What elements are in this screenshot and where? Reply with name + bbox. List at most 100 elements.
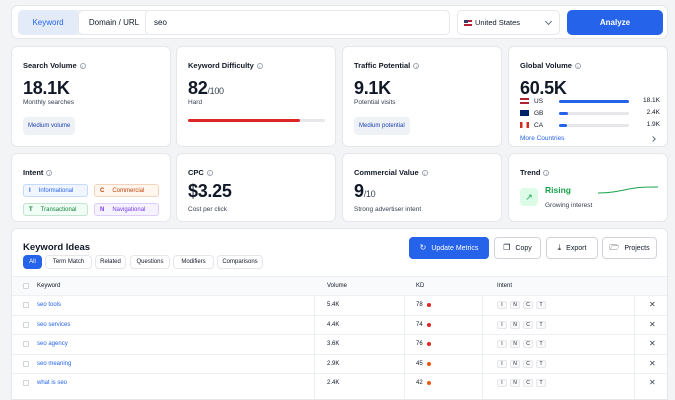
tab-comparisons[interactable]: Comparisons: [217, 255, 263, 269]
info-icon[interactable]: i: [46, 169, 53, 176]
row-checkbox[interactable]: [23, 321, 29, 328]
keyword-link[interactable]: seo agency: [37, 341, 68, 347]
country-row-ca: CA 1.9K: [520, 120, 660, 130]
volume-cell: 5.4K: [327, 302, 340, 308]
tab-questions[interactable]: Questions: [130, 255, 170, 269]
info-icon[interactable]: i: [574, 62, 581, 69]
update-metrics-button[interactable]: ↻ Update Metrics: [409, 237, 489, 259]
info-icon[interactable]: i: [543, 169, 550, 176]
keyword-link[interactable]: seo meaning: [37, 360, 72, 367]
column-kd[interactable]: KD: [416, 283, 425, 289]
kd-status-dot: [426, 381, 431, 385]
select-all-checkbox[interactable]: [23, 283, 29, 289]
cpc-card: CPC i $3.25 Cost per click: [176, 153, 336, 222]
more-countries-link[interactable]: More Countries: [520, 135, 565, 142]
traffic-potential-value: 9.1K: [354, 78, 391, 98]
info-icon[interactable]: i: [413, 62, 420, 69]
copy-button[interactable]: ❐ Copy: [494, 237, 541, 259]
info-icon[interactable]: i: [256, 62, 263, 69]
intent-chip-transactional: T Transactional: [23, 203, 88, 216]
keyword-link[interactable]: seo tools: [37, 302, 62, 308]
cpc-caption: Cost per click: [188, 206, 228, 213]
remove-row-icon[interactable]: ✕: [649, 319, 656, 329]
trend-caption: Growing interest: [545, 202, 593, 209]
info-icon[interactable]: i: [79, 62, 86, 69]
tab-keyword[interactable]: Keyword: [18, 10, 78, 35]
trend-card: Trend i ↗ Rising Growing interest: [508, 153, 668, 222]
column-keyword[interactable]: Keyword: [37, 283, 61, 289]
us-flag-icon: [520, 98, 529, 104]
chevron-down-icon: [544, 17, 553, 26]
keyword-link[interactable]: seo services: [37, 321, 71, 328]
info-icon[interactable]: i: [421, 169, 428, 176]
volume-cell: 4.4K: [327, 321, 340, 328]
column-intent[interactable]: Intent: [497, 283, 513, 289]
kd-status-dot: [426, 303, 431, 307]
intent-chip-navigational: N Navigational: [94, 203, 159, 216]
tab-term-match[interactable]: Term Match: [45, 255, 92, 269]
row-checkbox[interactable]: [23, 302, 29, 308]
card-title: Traffic Potential i: [354, 61, 420, 70]
chevron-right-icon[interactable]: [650, 136, 656, 142]
row-checkbox[interactable]: [23, 341, 29, 347]
search-volume-card: Search Volume i 18.1K Monthly searches Me…: [11, 46, 171, 147]
keyword-difficulty-card: Keyword Difficulty i 82/100 Hard: [176, 46, 336, 147]
volume-badge: Medium volume: [23, 117, 76, 135]
search-volume-value: 18.1K: [23, 78, 70, 98]
export-button[interactable]: ⤓ Export: [546, 237, 598, 259]
cpc-value: $3.25: [188, 181, 232, 201]
mode-toggle: Keyword Domain / URL: [18, 10, 150, 35]
keyword-search-input[interactable]: seo: [145, 10, 450, 35]
card-title: Search Volume i: [23, 61, 86, 70]
column-volume[interactable]: Volume: [327, 283, 348, 289]
keyword-ideas-panel: Keyword Ideas All Term Match Related Que…: [11, 228, 668, 400]
remove-row-icon[interactable]: ✕: [649, 358, 656, 368]
kd-status-dot: [426, 342, 431, 346]
copy-icon: ❐: [503, 243, 511, 252]
gb-flag-icon: [520, 110, 529, 116]
row-checkbox[interactable]: [23, 360, 29, 367]
global-volume-value: 60.5K: [520, 78, 567, 98]
keyword-link[interactable]: what is seo: [37, 380, 68, 386]
commercial-value-caption: Strong advertiser intent: [354, 206, 422, 213]
remove-row-icon[interactable]: ✕: [649, 339, 656, 348]
intent-chip-informational: I Informational: [23, 184, 88, 197]
potential-badge: Medium potential: [354, 117, 410, 135]
country-label: United States: [475, 18, 521, 27]
remove-row-icon[interactable]: ✕: [649, 300, 656, 309]
kd-cell: 42: [416, 380, 431, 386]
commercial-value-card: Commercial Value i 9/10 Strong advertiser…: [342, 153, 502, 222]
remove-row-icon[interactable]: ✕: [649, 378, 656, 387]
tab-related[interactable]: Related: [95, 255, 126, 269]
projects-button[interactable]: 🗁 Projects: [602, 237, 657, 259]
card-title: CPC i: [188, 168, 213, 177]
kd-cell: 45: [416, 361, 431, 367]
volume-cell: 3.6K: [327, 341, 340, 347]
kd-cell: 74: [416, 322, 431, 328]
kd-progress-fill: [188, 119, 301, 122]
country-select[interactable]: United States: [457, 10, 560, 35]
intent-chip-commercial: C Commercial: [94, 184, 159, 197]
card-title: Trend i: [520, 168, 550, 177]
info-icon[interactable]: i: [206, 169, 213, 176]
folder-icon: 🗁: [609, 243, 620, 252]
search-volume-caption: Monthly searches: [23, 99, 74, 106]
kd-value: 82/100: [188, 78, 224, 98]
analyze-button[interactable]: Analyze: [567, 10, 663, 35]
card-title: Global Volume i: [520, 61, 581, 70]
volume-cell: 2.4K: [327, 380, 340, 386]
card-title: Keyword Difficulty i: [188, 61, 263, 70]
row-checkbox[interactable]: [23, 380, 29, 386]
tab-domain-url[interactable]: Domain / URL: [78, 10, 150, 35]
tab-all[interactable]: All: [23, 255, 42, 269]
tab-modifiers[interactable]: Modifiers: [173, 255, 214, 269]
global-volume-card: Global Volume i 60.5K US 18.1K GB 2.4K CA…: [508, 46, 668, 147]
card-title: Intent i: [23, 168, 53, 177]
